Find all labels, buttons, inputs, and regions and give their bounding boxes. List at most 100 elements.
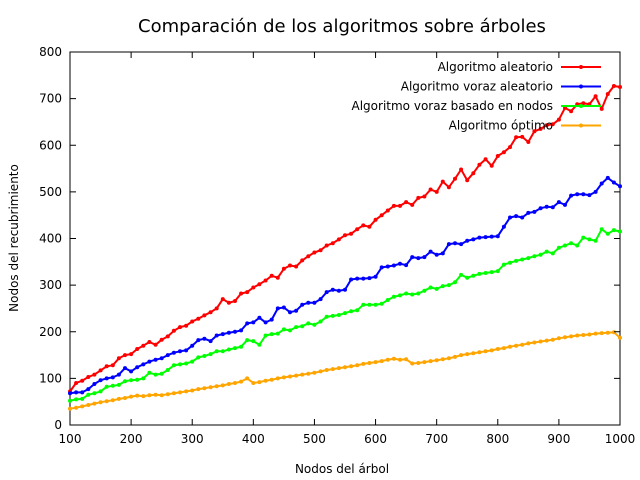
- data-point: [587, 237, 592, 242]
- data-point: [355, 308, 360, 313]
- data-point: [489, 270, 494, 275]
- data-point: [599, 227, 604, 232]
- series-3: [68, 227, 622, 403]
- data-point: [68, 406, 72, 411]
- data-point: [263, 320, 268, 325]
- data-point: [202, 354, 207, 358]
- data-point: [269, 273, 274, 278]
- data-point: [318, 369, 323, 374]
- data-point: [245, 321, 250, 326]
- data-point: [92, 391, 97, 396]
- legend-label: Algoritmo voraz aleatorio: [401, 80, 553, 94]
- data-point: [245, 338, 250, 343]
- data-point: [434, 358, 439, 363]
- data-point: [288, 263, 292, 268]
- data-point: [508, 344, 512, 349]
- data-point: [116, 356, 121, 361]
- data-point: [471, 273, 476, 278]
- data-point: [404, 200, 409, 205]
- data-point: [129, 378, 134, 383]
- data-point: [104, 376, 109, 381]
- data-point: [141, 343, 146, 348]
- data-point: [501, 346, 506, 351]
- data-point: [391, 356, 396, 361]
- data-point: [80, 404, 85, 409]
- data-point: [92, 401, 97, 406]
- data-point: [355, 276, 360, 281]
- data-point: [501, 224, 506, 229]
- data-point: [581, 192, 586, 197]
- data-point: [569, 109, 574, 114]
- data-point: [477, 271, 482, 276]
- data-point: [587, 332, 592, 337]
- data-point: [190, 319, 195, 324]
- data-point: [422, 288, 427, 293]
- data-point: [416, 256, 421, 261]
- data-point: [526, 341, 531, 346]
- data-point: [618, 184, 622, 189]
- data-point: [611, 228, 616, 233]
- data-point: [129, 369, 134, 374]
- data-point: [398, 203, 402, 208]
- series-line: [69, 176, 621, 395]
- data-point: [110, 383, 115, 388]
- data-point: [318, 248, 323, 253]
- data-point: [428, 285, 433, 290]
- data-point: [569, 334, 574, 339]
- data-point: [141, 362, 146, 367]
- data-point: [398, 261, 402, 266]
- data-point: [514, 135, 519, 140]
- data-point: [294, 325, 299, 330]
- data-point: [214, 384, 219, 389]
- data-point: [98, 389, 103, 394]
- data-point: [196, 316, 201, 321]
- data-point: [416, 291, 421, 296]
- data-point: [220, 383, 225, 388]
- data-point: [526, 210, 531, 215]
- data-point: [165, 353, 170, 358]
- y-tick-label: 800: [39, 45, 62, 59]
- data-point: [410, 202, 415, 207]
- data-point: [98, 378, 103, 383]
- data-point: [483, 235, 488, 240]
- data-point: [483, 157, 488, 162]
- data-point: [599, 331, 604, 336]
- y-tick-label: 500: [39, 185, 62, 199]
- data-point: [147, 359, 152, 364]
- data-point: [300, 258, 305, 263]
- legend-swatch-point: [579, 84, 583, 89]
- data-point: [398, 293, 402, 298]
- data-point: [465, 352, 470, 357]
- series-layer: [68, 84, 622, 411]
- series-2: [68, 175, 622, 396]
- chart-title: Comparación de los algoritmos sobre árbo…: [138, 16, 546, 37]
- data-point: [263, 333, 268, 338]
- data-point: [361, 302, 366, 307]
- data-point: [68, 398, 72, 403]
- data-point: [556, 336, 561, 341]
- data-point: [355, 363, 360, 368]
- data-point: [74, 397, 79, 402]
- data-point: [428, 359, 433, 364]
- series-4: [68, 330, 622, 411]
- data-point: [349, 364, 354, 369]
- y-tick-label: 0: [54, 418, 62, 432]
- data-point: [508, 145, 512, 150]
- data-point: [471, 171, 476, 176]
- data-point: [520, 342, 525, 347]
- y-tick-label: 100: [39, 371, 62, 385]
- data-point: [373, 360, 378, 365]
- data-point: [428, 249, 433, 254]
- data-point: [74, 381, 79, 385]
- data-point: [153, 357, 158, 362]
- data-point: [165, 334, 170, 339]
- data-point: [178, 390, 182, 395]
- data-point: [373, 302, 378, 307]
- data-point: [379, 213, 384, 218]
- legend-item: Algoritmo óptimo: [449, 119, 601, 133]
- data-point: [538, 339, 543, 344]
- data-point: [300, 324, 305, 329]
- data-point: [336, 313, 341, 317]
- data-point: [520, 215, 525, 220]
- data-point: [336, 366, 341, 371]
